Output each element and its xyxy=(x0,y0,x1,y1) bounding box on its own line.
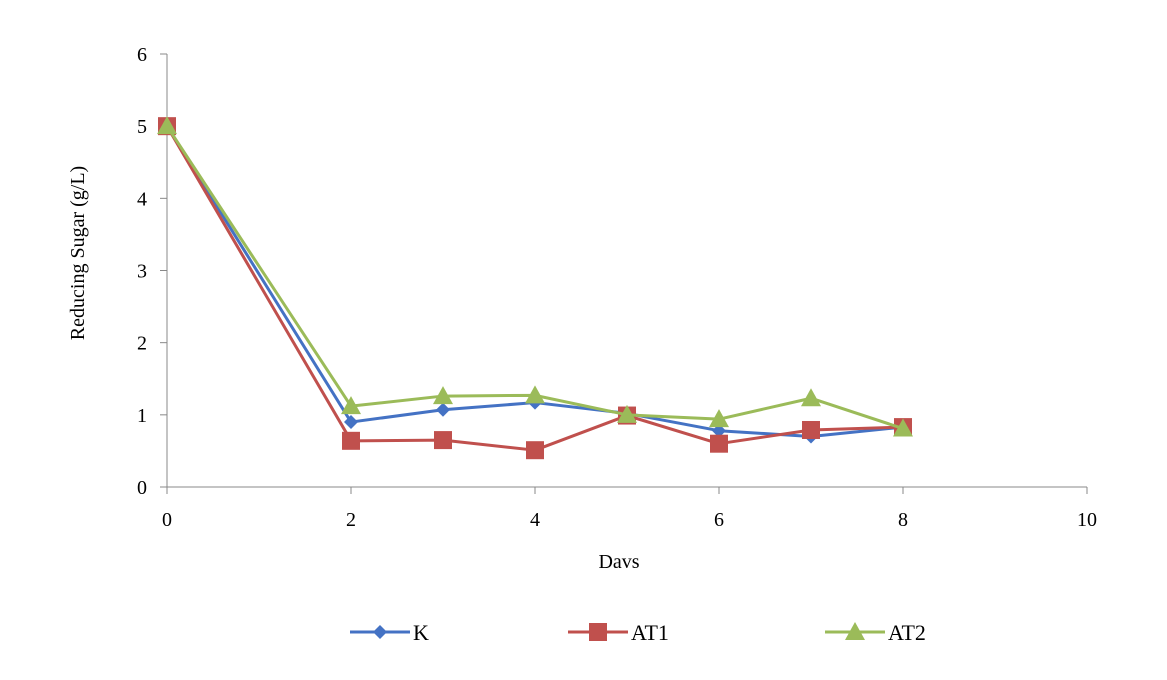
legend-label-at2: AT2 xyxy=(888,620,926,645)
y-tick-label: 5 xyxy=(137,116,147,138)
y-tick-label: 6 xyxy=(137,44,147,66)
data-point-at2 xyxy=(801,388,821,407)
legend-marker-at1 xyxy=(589,623,607,641)
y-tick-label: 0 xyxy=(137,477,147,499)
data-point-at1 xyxy=(802,420,820,439)
data-point-at2 xyxy=(617,404,637,423)
legend-marker-k xyxy=(373,625,387,639)
y-tick-label: 2 xyxy=(137,333,147,355)
x-tick-label: 4 xyxy=(530,509,540,531)
data-point-at2 xyxy=(433,386,453,405)
legend-label-k: K xyxy=(413,620,429,645)
data-point-at2 xyxy=(525,385,545,404)
series-line-at1 xyxy=(165,125,904,452)
series-line-k xyxy=(165,125,904,438)
data-point-at1 xyxy=(434,431,452,450)
data-point-k xyxy=(712,423,726,438)
y-tick-label: 1 xyxy=(137,405,147,427)
data-point-at2 xyxy=(893,418,913,437)
x-axis-title: Davs xyxy=(598,551,639,573)
data-point-k xyxy=(344,415,358,430)
legend-marker-at2 xyxy=(845,622,865,640)
data-point-at2 xyxy=(157,116,177,135)
y-axis-ticks: 0 1 2 3 4 5 6 xyxy=(137,44,167,499)
plot-area xyxy=(157,116,913,460)
x-tick-label: 6 xyxy=(714,509,724,531)
x-tick-label: 8 xyxy=(898,509,908,531)
y-tick-label: 4 xyxy=(137,188,147,210)
x-tick-label: 2 xyxy=(346,509,356,531)
series-line-at2 xyxy=(165,125,904,430)
data-point-at2 xyxy=(341,396,361,415)
data-point-at1 xyxy=(526,441,544,460)
x-tick-label: 10 xyxy=(1077,509,1097,531)
data-point-k xyxy=(436,402,450,417)
y-tick-label: 3 xyxy=(137,261,147,283)
x-axis-ticks: 0 2 4 6 8 10 xyxy=(162,487,1097,531)
legend: K AT1 AT2 xyxy=(350,620,926,645)
x-tick-label: 0 xyxy=(162,509,172,531)
data-point-at2 xyxy=(709,409,729,428)
y-axis-title: Reducing Sugar (g/L) xyxy=(67,166,89,340)
legend-label-at1: AT1 xyxy=(631,620,669,645)
data-point-at1 xyxy=(342,431,360,450)
data-point-at1 xyxy=(710,434,728,453)
